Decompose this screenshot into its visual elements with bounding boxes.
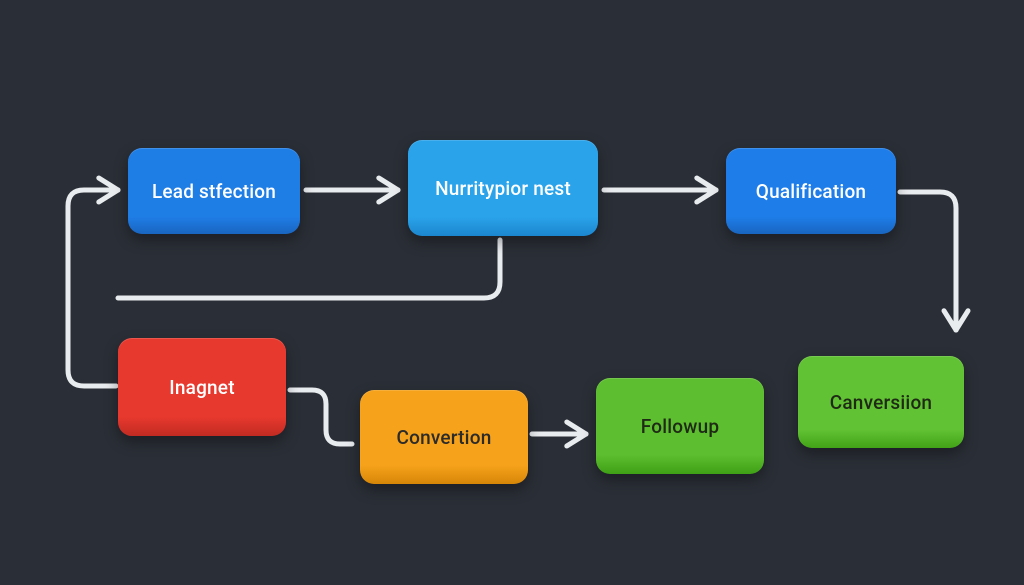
node-qual: Qualification <box>726 148 896 234</box>
edge-nurture-down-to-inagnet <box>118 240 500 298</box>
edge-qual-to-canversion <box>900 192 956 330</box>
node-inagnet-label: Inagnet <box>169 376 234 399</box>
node-nurture: Nurritypior nest <box>408 140 598 236</box>
edge-qual-to-canversion-arrow <box>944 311 968 330</box>
node-convertion-label: Convertion <box>397 426 492 449</box>
node-canversion-label: Canversiion <box>830 391 932 414</box>
node-followup-label: Followup <box>641 415 719 438</box>
edges-layer <box>0 0 1024 585</box>
node-qual-label: Qualification <box>756 180 866 203</box>
node-lead: Lead stfection <box>128 148 300 234</box>
node-followup: Followup <box>596 378 764 474</box>
node-canversion: Canversiion <box>798 356 964 448</box>
edge-convertion-to-followup-arrow <box>567 422 586 446</box>
node-convertion: Convertion <box>360 390 528 484</box>
node-lead-label: Lead stfection <box>152 180 276 203</box>
edge-nurture-to-qual-arrow <box>697 178 716 202</box>
node-inagnet: Inagnet <box>118 338 286 436</box>
edge-inagnet-loop-to-lead <box>68 190 118 386</box>
flowchart-canvas: Lead stfection Nurritypior nest Qualificat… <box>0 0 1024 585</box>
node-nurture-label: Nurritypior nest <box>435 177 571 200</box>
edge-lead-to-nurture-arrow <box>379 178 398 202</box>
edge-inagnet-to-convertion <box>290 390 352 444</box>
edge-inagnet-loop-to-lead-arrow <box>99 178 118 202</box>
